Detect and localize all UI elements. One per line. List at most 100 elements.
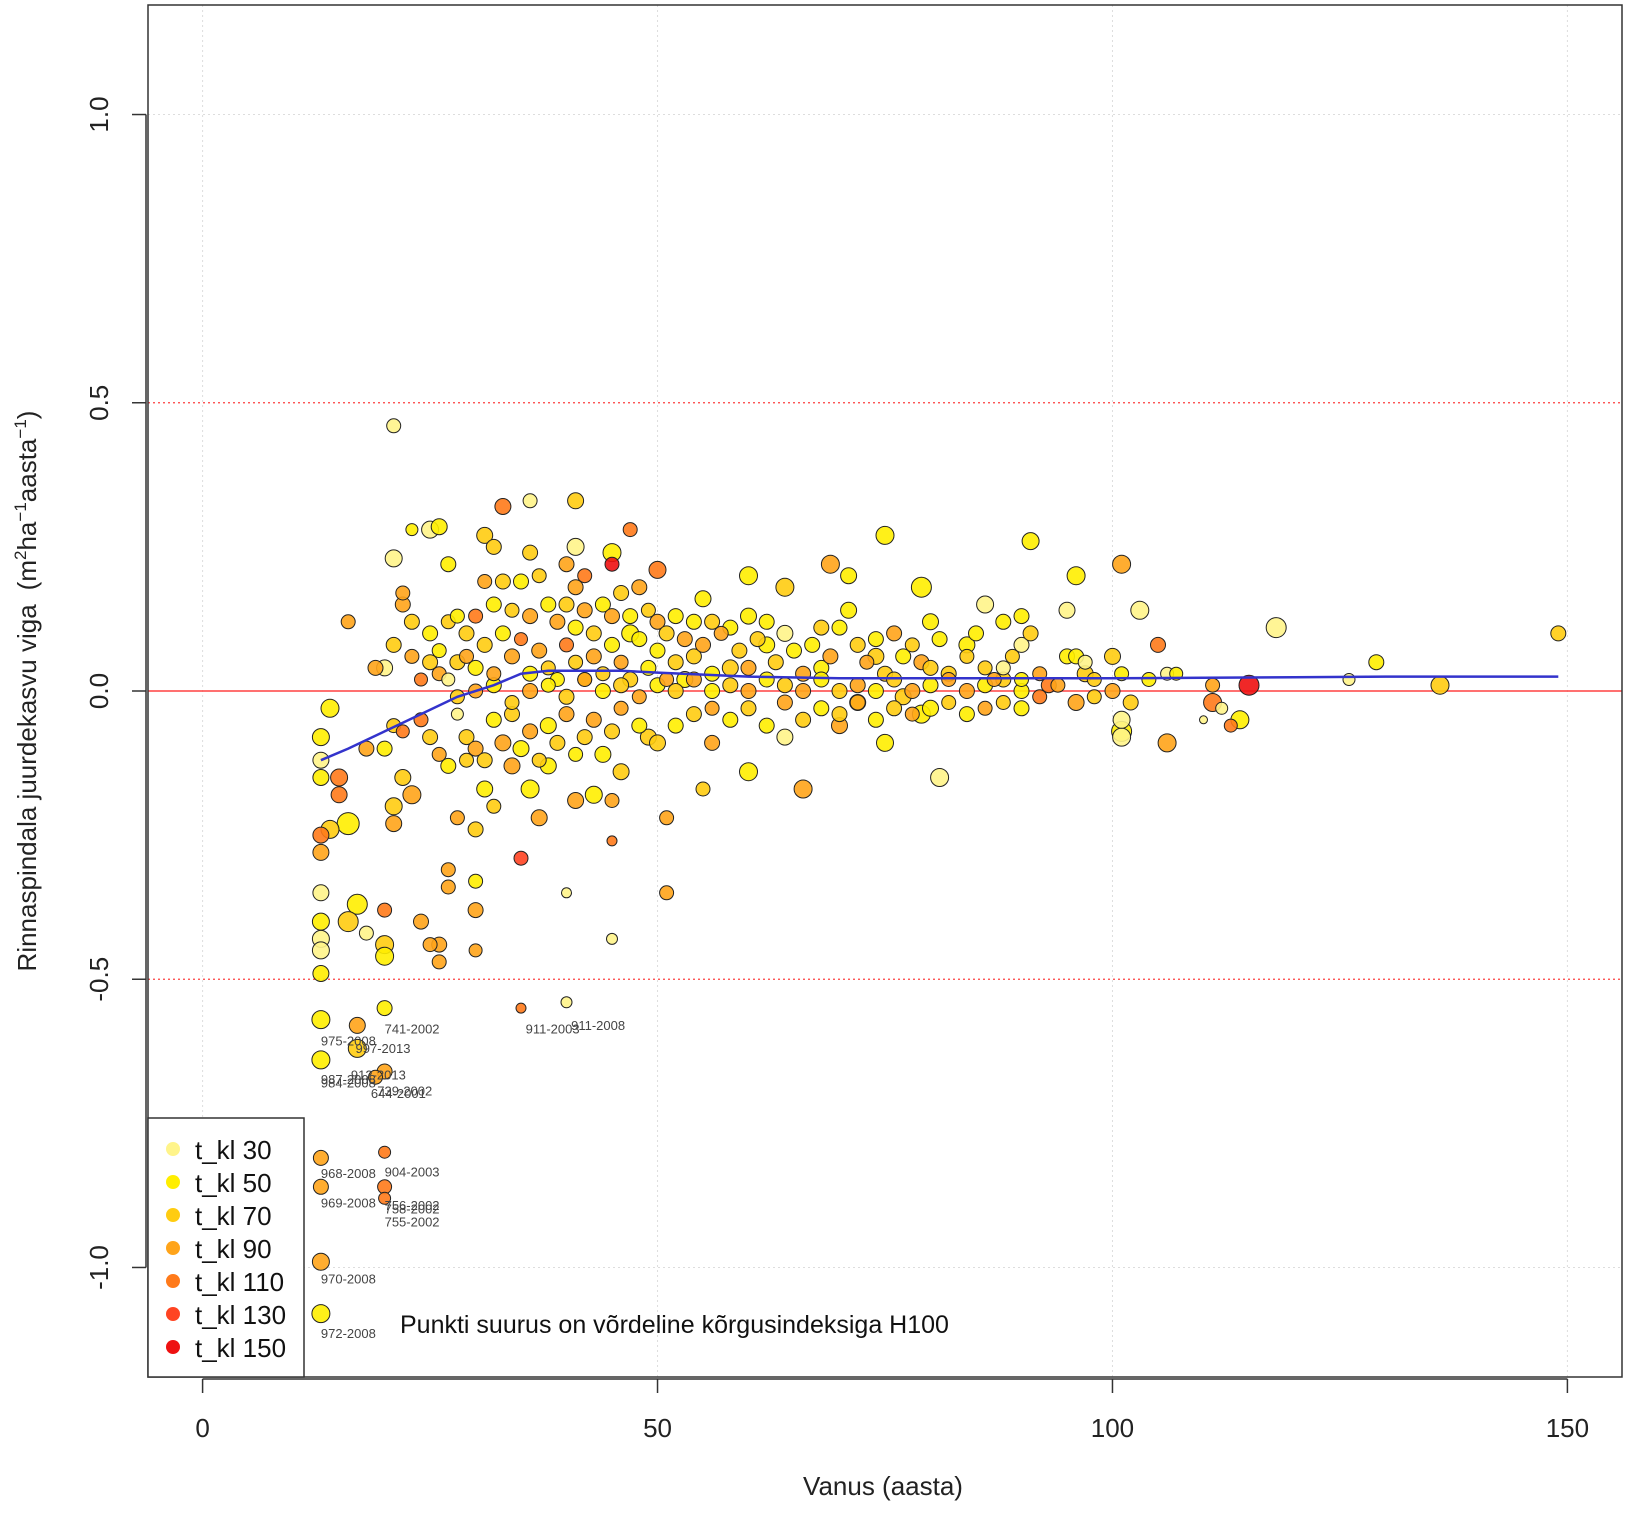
x-tick-label: 0 [195, 1413, 209, 1443]
data-point [540, 660, 556, 676]
data-point [631, 689, 647, 705]
point-annotation: 975-2008 [321, 1034, 376, 1049]
data-point [740, 607, 757, 625]
legend-label: t_kl 50 [195, 1168, 272, 1198]
data-point [758, 717, 775, 734]
data-point [458, 729, 475, 746]
data-point [922, 659, 939, 676]
point-annotation: 644-2001 [371, 1086, 426, 1101]
data-point [1086, 689, 1102, 705]
data-point [515, 1002, 527, 1014]
data-point [384, 549, 403, 568]
data-point [1066, 566, 1086, 586]
x-tick-label: 100 [1091, 1413, 1134, 1443]
y-tick-label: 0.5 [84, 385, 114, 421]
data-point [613, 654, 629, 670]
point-annotation: 758-2002 [385, 1201, 440, 1216]
data-point [995, 660, 1011, 676]
data-point [384, 797, 403, 816]
data-point [476, 780, 494, 798]
data-point [904, 683, 921, 699]
legend-label: t_kl 150 [195, 1333, 286, 1363]
data-point [786, 642, 802, 659]
x-tick-label: 150 [1546, 1413, 1589, 1443]
y-axis-title-sup2: −1 [11, 502, 30, 521]
plot-frame [147, 4, 1623, 1378]
data-point [440, 862, 456, 878]
data-point [995, 613, 1012, 630]
y-axis-title-mid2: aasta [12, 438, 42, 502]
data-point [348, 1016, 366, 1034]
data-point [476, 526, 494, 544]
data-point [867, 711, 884, 728]
data-point [704, 700, 720, 716]
data-point [740, 683, 757, 699]
data-point [959, 648, 975, 664]
data-point [649, 642, 666, 659]
data-point [813, 700, 830, 717]
data-point [311, 728, 330, 747]
data-point [336, 812, 360, 836]
data-point [422, 729, 439, 746]
data-point [503, 757, 521, 775]
data-point [840, 567, 858, 585]
data-point [485, 596, 502, 613]
data-point [613, 585, 630, 601]
data-point [394, 769, 412, 786]
data-point [530, 809, 548, 827]
data-point [485, 538, 502, 555]
data-point [414, 672, 428, 687]
data-point [822, 648, 839, 665]
data-point [1150, 636, 1166, 653]
data-point [531, 752, 547, 768]
data-point [559, 637, 574, 653]
data-point [977, 660, 993, 676]
data-point [459, 752, 474, 768]
data-point [904, 706, 920, 722]
data-point [922, 613, 939, 631]
data-point [1013, 700, 1030, 717]
data-point [594, 683, 611, 699]
data-point [378, 1145, 392, 1159]
data-point [904, 637, 920, 653]
data-point [740, 700, 757, 717]
data-point [922, 699, 939, 717]
data-point [514, 632, 528, 647]
data-point [840, 601, 858, 619]
data-point [631, 579, 648, 596]
y-axis-title: Rinnaspindala juurdekasvu viga(m2ha−1aas… [11, 411, 42, 972]
data-point [613, 700, 629, 716]
legend-swatch [166, 1340, 180, 1354]
data-point [522, 723, 539, 740]
data-point [330, 768, 349, 787]
data-point [613, 677, 630, 694]
data-point [922, 677, 939, 694]
data-point [585, 648, 602, 665]
data-point [522, 544, 539, 561]
axes: 0 50 100 150 -1.0 -0.5 0.0 0.5 1.0 [84, 96, 1589, 1443]
data-point [368, 1069, 383, 1085]
data-point [1104, 683, 1121, 699]
data-point [520, 779, 540, 799]
data-point [486, 666, 502, 682]
data-point [422, 654, 439, 671]
data-point [395, 585, 411, 601]
data-point [631, 717, 648, 734]
data-point [312, 843, 330, 861]
point-annotation: 969-2008 [321, 1196, 376, 1211]
data-point [440, 556, 457, 573]
data-point [494, 625, 511, 642]
data-point [585, 711, 602, 728]
point-annotation: 972-2008 [321, 1326, 376, 1341]
legend: t_kl 30t_kl 50t_kl 70t_kl 90t_kl 110t_kl… [147, 1117, 305, 1378]
point-annotation: 970-2008 [321, 1272, 376, 1287]
data-point [312, 1149, 329, 1166]
data-point [485, 711, 502, 728]
data-point [585, 625, 602, 642]
data-point [540, 677, 556, 693]
data-point [431, 954, 447, 970]
point-annotation: 984-2008 [321, 1076, 376, 1091]
point-annotation: 987-2008 [321, 1072, 376, 1087]
legend-label: t_kl 30 [195, 1135, 272, 1165]
